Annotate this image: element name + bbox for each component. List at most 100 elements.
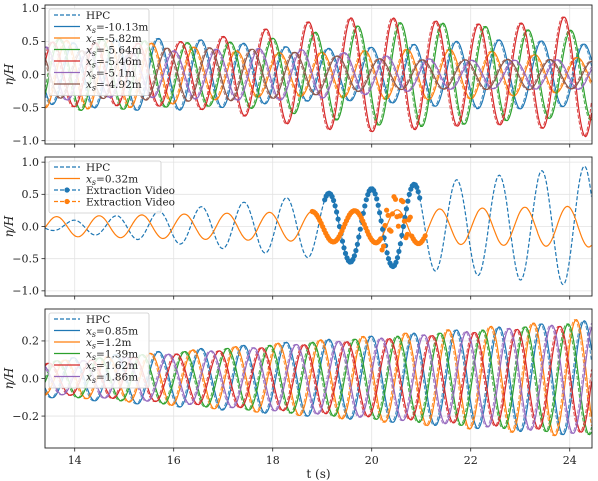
extraction-point xyxy=(334,209,340,215)
legend-label: xs=-4.92m xyxy=(86,79,142,93)
extraction-point xyxy=(396,248,402,254)
legend: HPCxs=0.85mxs=1.2mxs=1.39mxs=1.62mxs=1.8… xyxy=(48,312,150,389)
legend-label: xs=0.32m xyxy=(86,173,138,187)
x-tick-label: 20 xyxy=(365,454,379,467)
y-axis-label: η/H xyxy=(2,215,16,237)
legend-label: xs=-5.46m xyxy=(86,56,142,70)
extraction-point xyxy=(377,210,383,216)
legend-label: Extraction Video xyxy=(86,185,175,197)
legend-label: xs=1.2m xyxy=(86,337,132,351)
series-line xyxy=(45,165,592,286)
extraction-point xyxy=(385,256,392,262)
legend-label: xs=1.39m xyxy=(86,348,138,362)
extraction-point xyxy=(351,253,357,259)
extraction-point xyxy=(401,218,407,224)
legend-box xyxy=(48,160,162,214)
x-axis-label: t (s) xyxy=(306,467,330,481)
extraction-point xyxy=(393,259,399,265)
extraction-point xyxy=(342,250,349,256)
y-tick-label: 0.0 xyxy=(22,220,40,233)
extraction-point xyxy=(332,203,338,209)
extraction-point xyxy=(357,226,363,232)
extraction-point xyxy=(339,238,346,244)
extraction-point xyxy=(397,213,403,219)
extraction-point xyxy=(394,255,401,261)
y-tick-label: 0.0 xyxy=(22,372,40,385)
extraction-point xyxy=(374,196,380,202)
extraction-point xyxy=(403,206,409,212)
y-tick-label: −0.5 xyxy=(12,252,39,265)
legend-label: xs=0.85m xyxy=(86,325,138,339)
extraction-point xyxy=(407,214,413,220)
extraction-point xyxy=(417,195,423,201)
legend-box xyxy=(48,8,150,96)
extraction-point xyxy=(331,197,337,204)
extraction-point xyxy=(341,245,347,251)
extraction-point xyxy=(382,222,388,229)
plot-area xyxy=(45,165,592,286)
extraction-point xyxy=(384,250,390,256)
y-tick-label: −0.2 xyxy=(12,410,39,423)
extraction-point xyxy=(389,211,396,217)
legend-label: xs=-5.82m xyxy=(86,33,142,47)
legend-marker xyxy=(64,198,70,205)
series-line xyxy=(45,37,592,111)
panel-bottom: −0.2 0.0 0.2 14 16 18 20 22 24 t (s) η/H HPCxs=0.85… xyxy=(2,308,593,481)
x-tick-label: 18 xyxy=(266,454,280,467)
extraction-point xyxy=(378,218,384,224)
extraction-point xyxy=(378,236,384,242)
legend-label: HPC xyxy=(86,162,110,174)
x-tick-label: 22 xyxy=(464,454,478,467)
panel-middle: −1.0−0.50.00.51.0η/HHPCxs=0.32mExtractio… xyxy=(2,156,593,300)
extraction-point xyxy=(372,191,378,197)
y-tick-label: −0.5 xyxy=(12,101,39,114)
extraction-point xyxy=(422,233,428,239)
extraction-point xyxy=(415,189,421,195)
legend-label: HPC xyxy=(86,314,110,326)
extraction-point xyxy=(399,232,405,238)
extraction-point xyxy=(335,216,341,222)
y-tick-label: −1.0 xyxy=(12,285,39,298)
legend-box xyxy=(48,312,150,389)
extraction-point xyxy=(400,223,406,230)
y-tick-label: 0.0 xyxy=(22,68,40,81)
panel-top: −1.0 −0.5 0.0 0.5 1.0 η/H HPCxs=-10.13mxs=-5.8… xyxy=(2,2,593,148)
y-tick-label: 0.5 xyxy=(22,188,40,201)
extraction-point xyxy=(354,241,360,247)
extraction-point xyxy=(400,199,406,205)
y-tick-label: 0.2 xyxy=(22,335,40,348)
extraction-point xyxy=(356,234,362,240)
extraction-point xyxy=(336,223,343,230)
extraction-point xyxy=(385,212,391,218)
extraction-point xyxy=(353,248,359,254)
y-tick-label: 1.0 xyxy=(22,156,40,169)
x-tick-label: 16 xyxy=(167,454,181,467)
extraction-point xyxy=(381,243,387,249)
extraction-point xyxy=(380,226,386,232)
y-tick-label: 1.0 xyxy=(22,2,40,15)
legend-label: HPC xyxy=(86,10,110,22)
legend-label: xs=1.86m xyxy=(86,371,138,385)
extraction-point xyxy=(414,184,420,190)
y-axis-label: η/H xyxy=(2,63,16,85)
extraction-point xyxy=(363,197,369,203)
extraction-point xyxy=(329,194,335,200)
series-line xyxy=(45,39,592,110)
legend-label: Extraction Video xyxy=(86,196,175,208)
extraction-point xyxy=(392,196,399,202)
x-tick-label: 14 xyxy=(68,454,82,467)
y-tick-label: −1.0 xyxy=(12,134,39,147)
series-line xyxy=(45,320,592,436)
extraction-point xyxy=(388,228,394,234)
extraction-point xyxy=(405,198,411,204)
legend-marker xyxy=(64,187,70,193)
extraction-point xyxy=(384,207,390,213)
extraction-point xyxy=(406,191,412,197)
legend-label: xs=-5.1m xyxy=(86,67,135,81)
legend-label: xs=1.62m xyxy=(86,360,138,374)
x-tick-label: 24 xyxy=(563,454,577,467)
legend: HPCxs=-10.13mxs=-5.82mxs=-5.64mxs=-5.46m… xyxy=(48,8,150,96)
y-axis-label: η/H xyxy=(2,367,16,389)
